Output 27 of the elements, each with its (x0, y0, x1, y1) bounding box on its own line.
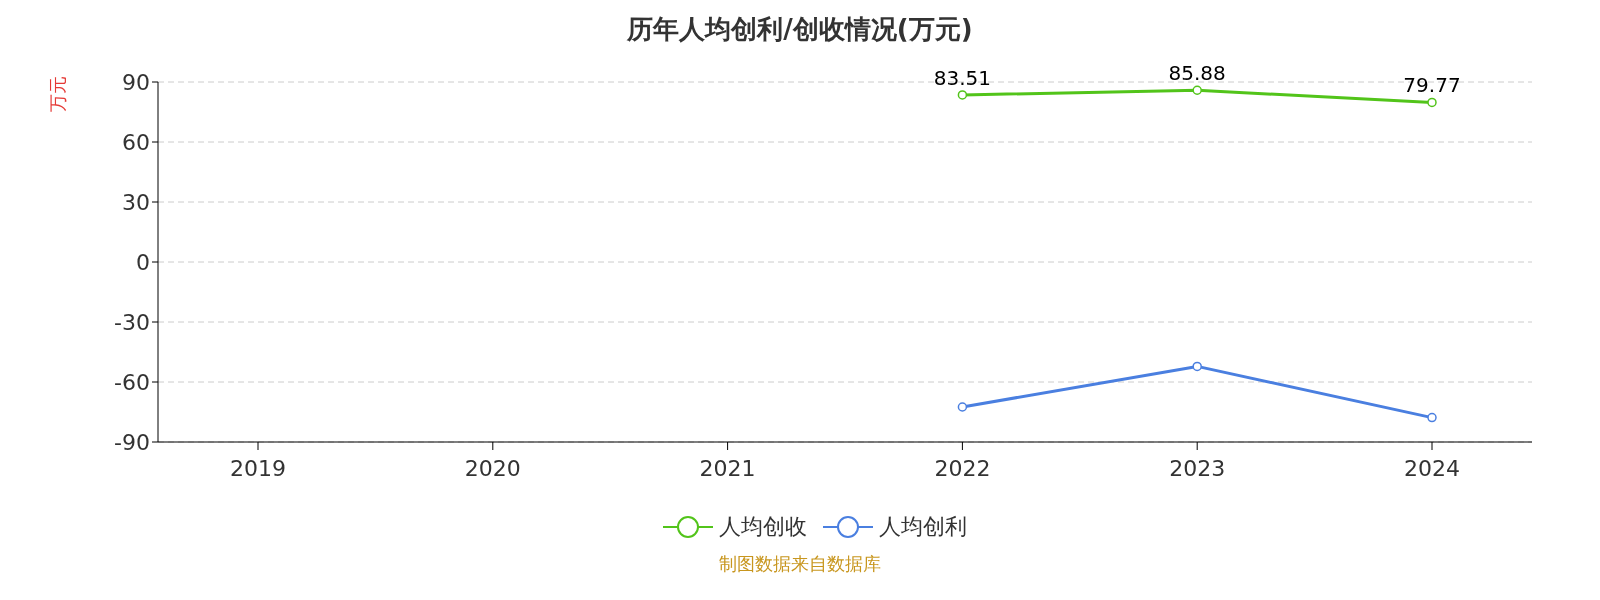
legend-label: 人均创利 (878, 513, 967, 541)
x-tick-label: 2019 (230, 455, 286, 481)
point (1192, 85, 1202, 95)
y-axis-title: 万元 (47, 76, 69, 112)
data-label: 83.51 (933, 65, 992, 90)
x-tick-label: 2023 (1169, 455, 1226, 481)
point (1427, 97, 1437, 108)
y-tick-label: -90 (114, 429, 150, 455)
y-tick-label: 60 (122, 129, 150, 155)
y-tick-label: -30 (114, 309, 150, 335)
chart-title: 历年人均创利/创收情况(万元) (626, 13, 974, 46)
data-label: 79.77 (1403, 73, 1461, 98)
point (1192, 361, 1202, 372)
y-tick-label: 30 (122, 189, 150, 215)
x-tick-label: 2024 (1404, 455, 1460, 481)
point (1427, 412, 1437, 423)
legend-label: 人均创收 (718, 513, 807, 541)
y-tick-label: -60 (114, 369, 150, 395)
point (957, 402, 968, 412)
x-tick-label: 2020 (464, 455, 521, 481)
data-label: 85.88 (1168, 61, 1226, 86)
y-tick-label: 0 (136, 249, 150, 275)
text: 制图数据来自数据库 (718, 552, 882, 576)
point (957, 90, 968, 100)
y-tick-label: 90 (122, 69, 150, 95)
x-tick-label: 2021 (699, 455, 756, 481)
x-tick-label: 2022 (934, 455, 991, 481)
